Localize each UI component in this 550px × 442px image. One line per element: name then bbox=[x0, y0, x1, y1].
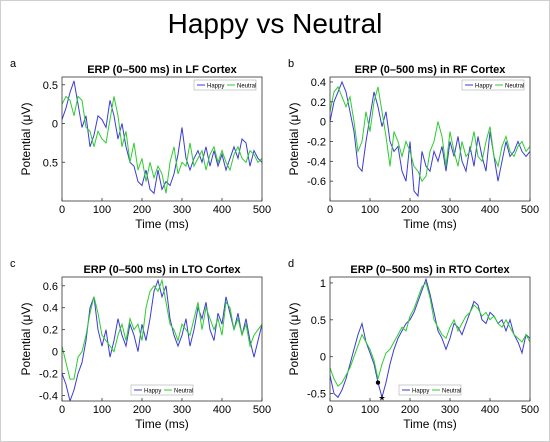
x-tick-label: 200 bbox=[401, 204, 419, 216]
series-line-neutral bbox=[330, 85, 530, 183]
legend-label-neutral: Neutral bbox=[174, 389, 193, 395]
x-tick-label: 100 bbox=[361, 204, 379, 216]
x-tick-label: 500 bbox=[253, 404, 271, 416]
figure-title: Happy vs Neutral bbox=[167, 8, 383, 39]
x-tick-label: 300 bbox=[441, 204, 459, 216]
axes-box bbox=[329, 276, 531, 402]
x-tick-label: 0 bbox=[59, 404, 65, 416]
x-tick-label: 0 bbox=[59, 204, 65, 216]
y-axis-label: Potential (μV) bbox=[19, 303, 33, 376]
x-tick-label: 0 bbox=[327, 404, 333, 416]
panel-title: ERP (0–500 ms) in LTO Cortex bbox=[83, 264, 241, 276]
axes-box bbox=[329, 76, 531, 202]
y-tick-label: 0.2 bbox=[311, 97, 326, 109]
panel-b: b ERP (0–500 ms) in RF Cortex 0 100 200 300 40… bbox=[287, 58, 539, 231]
x-tick-label: 500 bbox=[521, 404, 539, 416]
legend-box bbox=[130, 384, 194, 396]
x-tick-label: 100 bbox=[93, 204, 111, 216]
y-tick-label: -0.4 bbox=[307, 156, 326, 168]
x-tick-label: 100 bbox=[93, 404, 111, 416]
marker-neutral bbox=[375, 380, 381, 385]
series-line-neutral bbox=[62, 278, 262, 380]
y-tick-label: 0.5 bbox=[43, 157, 58, 169]
panel-title: ERP (0–500 ms) in RF Cortex bbox=[355, 64, 507, 76]
legend-label-happy: Happy bbox=[207, 84, 224, 90]
legend: Happy Neutral bbox=[398, 384, 462, 396]
y-tick-label: 0.2 bbox=[43, 325, 58, 337]
x-tick-label: 200 bbox=[133, 404, 151, 416]
y-tick-label: 0 bbox=[52, 347, 58, 359]
y-tick-label: 1 bbox=[320, 278, 326, 290]
legend: Happy Neutral bbox=[130, 384, 194, 396]
legend-label-happy: Happy bbox=[144, 389, 161, 395]
x-tick-label: 500 bbox=[253, 204, 271, 216]
legend-label-neutral: Neutral bbox=[505, 84, 524, 90]
legend: Happy Neutral bbox=[193, 79, 257, 91]
x-tick-label: 400 bbox=[481, 404, 499, 416]
legend-label-neutral: Neutral bbox=[237, 84, 256, 90]
series-line-happy bbox=[330, 80, 530, 198]
y-axis-label: Potential (μV) bbox=[287, 103, 301, 176]
series-line-neutral bbox=[330, 281, 530, 388]
x-tick-label: 300 bbox=[173, 404, 191, 416]
legend-label-happy: Happy bbox=[475, 84, 492, 90]
y-tick-label: -0.2 bbox=[39, 369, 58, 381]
x-tick-label: 200 bbox=[401, 404, 419, 416]
x-axis-label: Time (ms) bbox=[135, 217, 189, 231]
y-tick-label: 0 bbox=[320, 117, 326, 129]
y-tick-label: 0.5 bbox=[311, 315, 326, 327]
y-tick-label: -0.4 bbox=[39, 391, 58, 403]
y-tick-label: 0 bbox=[320, 352, 326, 364]
panel-d: d ERP (0–500 ms) in RTO Cortex ★ 0 100 200 300… bbox=[287, 258, 539, 431]
legend-box bbox=[193, 79, 257, 91]
panel-letter: c bbox=[10, 258, 16, 270]
y-tick-label: 0.4 bbox=[311, 77, 326, 89]
x-tick-label: 500 bbox=[521, 204, 539, 216]
panel-letter: a bbox=[10, 58, 17, 70]
x-axis-label: Time (ms) bbox=[403, 417, 457, 431]
x-tick-label: 300 bbox=[441, 404, 459, 416]
series-line-happy bbox=[62, 278, 262, 401]
y-tick-label: -0.5 bbox=[307, 389, 326, 401]
x-tick-label: 400 bbox=[213, 404, 231, 416]
x-axis-label: Time (ms) bbox=[135, 417, 189, 431]
x-tick-label: 400 bbox=[213, 204, 231, 216]
panel-letter: b bbox=[288, 58, 294, 70]
x-tick-label: 300 bbox=[173, 204, 191, 216]
panel-title: ERP (0–500 ms) in RTO Cortex bbox=[350, 264, 510, 276]
legend-box bbox=[398, 384, 462, 396]
x-tick-label: 200 bbox=[133, 204, 151, 216]
y-tick-label: 0.6 bbox=[43, 281, 58, 293]
panel-letter: d bbox=[288, 258, 294, 270]
panel-a: a ERP (0–500 ms) in LF Cortex 0 100 200 300 40… bbox=[10, 58, 271, 231]
legend-box bbox=[461, 79, 525, 91]
y-axis-label: Potential (μV) bbox=[19, 103, 33, 176]
axes-box bbox=[61, 276, 263, 402]
axes-box bbox=[61, 76, 263, 202]
series-line-happy bbox=[62, 80, 262, 195]
x-tick-label: 100 bbox=[361, 404, 379, 416]
y-tick-label: 0 bbox=[52, 119, 58, 131]
y-tick-label: -0.6 bbox=[307, 176, 326, 188]
y-tick-label: 0.4 bbox=[43, 303, 58, 315]
series-line-neutral bbox=[62, 95, 262, 194]
legend-label-happy: Happy bbox=[412, 389, 429, 395]
x-axis-label: Time (ms) bbox=[403, 217, 457, 231]
legend: Happy Neutral bbox=[461, 79, 525, 91]
panel-title: ERP (0–500 ms) in LF Cortex bbox=[87, 64, 237, 76]
y-axis-label: Potential (μV) bbox=[287, 303, 301, 376]
y-tick-label: -0.2 bbox=[307, 136, 326, 148]
x-tick-label: 0 bbox=[327, 204, 333, 216]
legend-label-neutral: Neutral bbox=[442, 389, 461, 395]
y-tick-label: 0.5 bbox=[43, 80, 58, 92]
panel-c: c ERP (0–500 ms) in LTO Cortex 0 100 200 300 4… bbox=[10, 258, 271, 431]
x-tick-label: 400 bbox=[481, 204, 499, 216]
marker-happy: ★ bbox=[378, 393, 385, 402]
